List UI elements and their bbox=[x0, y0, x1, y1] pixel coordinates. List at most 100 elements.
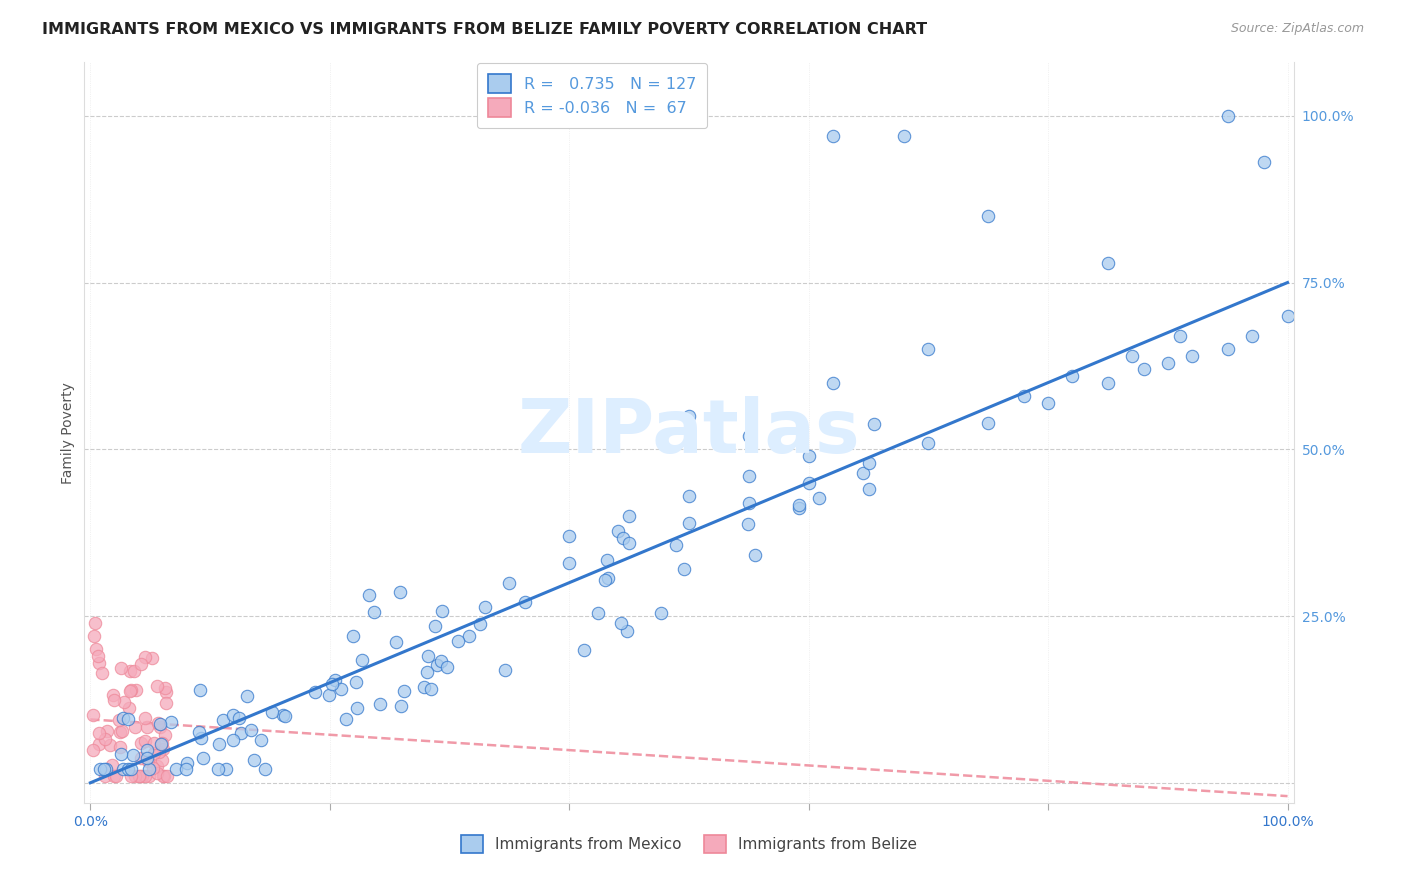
Point bbox=[134, 711, 156, 725]
Point bbox=[304, 684, 326, 698]
Point bbox=[239, 723, 262, 737]
Point bbox=[558, 529, 581, 543]
Point bbox=[416, 665, 439, 679]
Point bbox=[142, 746, 165, 760]
Point bbox=[807, 491, 830, 505]
Point bbox=[135, 720, 157, 734]
Point bbox=[138, 768, 160, 782]
Point bbox=[207, 763, 229, 777]
Point bbox=[176, 756, 198, 770]
Point bbox=[612, 531, 634, 545]
Point bbox=[208, 737, 231, 751]
Point bbox=[103, 693, 125, 707]
Point bbox=[1157, 355, 1180, 369]
Point bbox=[87, 656, 110, 670]
Point bbox=[260, 705, 283, 719]
Point bbox=[108, 713, 131, 727]
Point bbox=[416, 648, 439, 663]
Point bbox=[593, 573, 616, 587]
Point bbox=[389, 585, 412, 599]
Point bbox=[86, 642, 108, 657]
Point bbox=[977, 209, 1000, 223]
Point bbox=[155, 696, 177, 710]
Point bbox=[118, 700, 141, 714]
Point bbox=[650, 607, 672, 621]
Point bbox=[149, 717, 172, 731]
Point bbox=[93, 732, 115, 747]
Point bbox=[1121, 349, 1143, 363]
Point bbox=[229, 726, 252, 740]
Point bbox=[321, 677, 343, 691]
Point bbox=[498, 575, 520, 590]
Point bbox=[678, 516, 700, 530]
Point bbox=[112, 763, 135, 777]
Point bbox=[82, 708, 104, 723]
Point bbox=[513, 595, 536, 609]
Point bbox=[419, 682, 441, 697]
Point bbox=[863, 417, 886, 431]
Point bbox=[253, 763, 276, 777]
Point bbox=[665, 538, 688, 552]
Point bbox=[93, 762, 115, 776]
Point bbox=[458, 629, 481, 643]
Point bbox=[384, 635, 406, 649]
Point bbox=[148, 745, 170, 759]
Point bbox=[110, 747, 132, 762]
Point bbox=[852, 466, 875, 480]
Point bbox=[447, 634, 470, 648]
Point bbox=[787, 501, 810, 516]
Point bbox=[1253, 155, 1275, 169]
Point bbox=[120, 683, 142, 698]
Point bbox=[893, 128, 915, 143]
Point bbox=[678, 489, 700, 503]
Point bbox=[222, 708, 245, 723]
Point bbox=[363, 606, 385, 620]
Point bbox=[146, 679, 169, 693]
Point bbox=[149, 720, 172, 734]
Point bbox=[228, 711, 250, 725]
Point bbox=[129, 769, 152, 783]
Point bbox=[1277, 309, 1299, 323]
Point bbox=[82, 743, 104, 757]
Point bbox=[122, 664, 145, 678]
Point bbox=[1097, 255, 1119, 269]
Point bbox=[344, 675, 367, 690]
Point bbox=[110, 661, 132, 675]
Point bbox=[160, 714, 183, 729]
Point bbox=[87, 725, 110, 739]
Point bbox=[86, 648, 108, 663]
Point bbox=[91, 666, 114, 681]
Point bbox=[128, 769, 150, 783]
Point bbox=[1060, 368, 1083, 383]
Point bbox=[124, 720, 146, 734]
Point bbox=[136, 751, 159, 765]
Point bbox=[134, 733, 156, 747]
Point bbox=[588, 606, 610, 620]
Point bbox=[122, 747, 145, 762]
Point bbox=[150, 736, 173, 750]
Point bbox=[436, 659, 458, 673]
Point bbox=[738, 496, 761, 510]
Point bbox=[152, 769, 174, 783]
Point bbox=[558, 556, 581, 570]
Point bbox=[572, 642, 595, 657]
Point bbox=[413, 680, 436, 694]
Point bbox=[1012, 389, 1035, 403]
Point bbox=[190, 731, 212, 745]
Point bbox=[118, 684, 141, 698]
Point bbox=[250, 732, 273, 747]
Point bbox=[152, 742, 174, 756]
Point bbox=[96, 723, 118, 738]
Point bbox=[917, 435, 939, 450]
Point bbox=[678, 409, 700, 423]
Point bbox=[120, 763, 142, 777]
Point bbox=[787, 498, 810, 512]
Point bbox=[392, 684, 415, 698]
Point bbox=[188, 724, 211, 739]
Point bbox=[610, 615, 633, 630]
Point bbox=[87, 737, 110, 751]
Point bbox=[350, 653, 373, 667]
Point bbox=[1240, 329, 1263, 343]
Point bbox=[138, 763, 160, 777]
Point bbox=[150, 737, 173, 751]
